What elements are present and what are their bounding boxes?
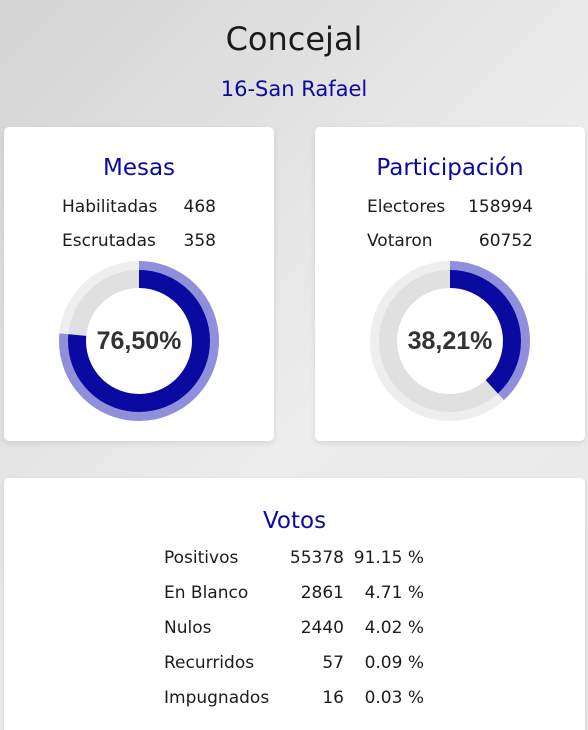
votos-label: Recurridos bbox=[164, 653, 255, 673]
stat-label: Habilitadas bbox=[62, 197, 158, 217]
donut-value-arc bbox=[68, 270, 210, 412]
votos-percent: 4.71 % bbox=[364, 583, 424, 603]
page-subtitle: 16-San Rafael bbox=[220, 77, 368, 101]
votos-label: En Blanco bbox=[164, 583, 249, 603]
votos-count: 57 bbox=[322, 653, 344, 673]
stat-label: Votaron bbox=[367, 231, 433, 251]
votos-count: 16 bbox=[322, 688, 344, 708]
votos-percent: 4.02 % bbox=[364, 618, 424, 638]
stat-label: Escrutadas bbox=[62, 231, 156, 251]
participacion-donut: 38,21% bbox=[370, 261, 530, 421]
stat-value: 468 bbox=[183, 197, 216, 217]
stat-value: 60752 bbox=[478, 231, 533, 251]
mesas-percent: 76,50% bbox=[96, 326, 182, 355]
votos-label: Impugnados bbox=[164, 688, 270, 708]
votos-title: Votos bbox=[262, 508, 327, 534]
votos-card: Votos Positivos 55378 91.15 % En Blanco … bbox=[4, 478, 585, 730]
participacion-card: Participación Electores 158994 Votaron 6… bbox=[315, 127, 585, 441]
votos-percent: 91.15 % bbox=[353, 548, 424, 568]
participacion-percent: 38,21% bbox=[407, 326, 493, 355]
participacion-title: Participación bbox=[376, 155, 524, 181]
donut-value-arc bbox=[379, 270, 521, 412]
votos-percent: 0.03 % bbox=[364, 688, 424, 708]
donut-halo-arc bbox=[370, 261, 530, 421]
donut-halo-arc bbox=[59, 261, 219, 421]
votos-count: 2861 bbox=[300, 583, 344, 603]
stat-value: 358 bbox=[183, 231, 216, 251]
page-title: Concejal bbox=[225, 20, 363, 58]
mesas-card: Mesas Habilitadas 468 Escrutadas 358 76,… bbox=[4, 127, 274, 441]
mesas-title: Mesas bbox=[102, 155, 176, 181]
votos-count: 2440 bbox=[300, 618, 344, 638]
stat-label: Electores bbox=[367, 197, 446, 217]
votos-label: Nulos bbox=[164, 618, 212, 638]
votos-count: 55378 bbox=[289, 548, 344, 568]
mesas-donut: 76,50% bbox=[59, 261, 219, 421]
votos-percent: 0.09 % bbox=[364, 653, 424, 673]
votos-label: Positivos bbox=[164, 548, 239, 568]
stat-value: 158994 bbox=[468, 197, 533, 217]
